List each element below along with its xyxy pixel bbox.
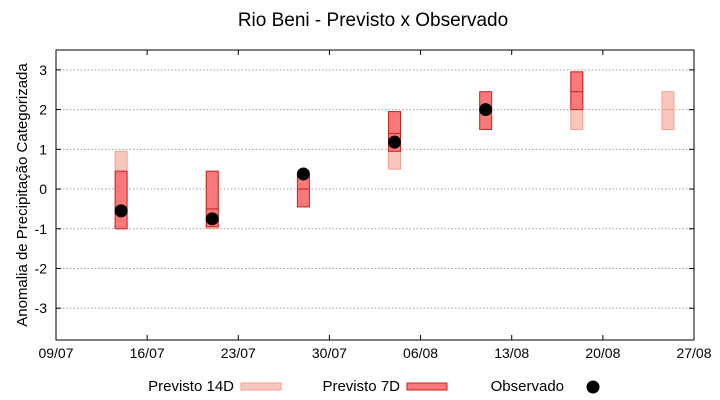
x-axis: 09/07 16/07 23/07 30/07 06/08 13/08 20/08 27/08	[38, 50, 712, 361]
y-axis-label: Anomalia de Precipitação Categorizada	[14, 63, 31, 327]
y-axis: -3 -2 -1 0 1 2 3	[35, 62, 694, 316]
x-tick-label: 23/07	[221, 345, 256, 361]
legend-swatch-previsto-14d	[240, 382, 282, 391]
x-tick-label: 09/07	[38, 345, 73, 361]
y-tick-label: 1	[39, 141, 47, 157]
x-tick-label: 30/07	[312, 345, 347, 361]
previsto-14d-bar	[661, 91, 675, 130]
plot-frame	[55, 49, 695, 341]
x-tick-label: 20/08	[585, 345, 620, 361]
y-tick-label: 3	[39, 62, 47, 78]
legend-label-previsto-14d: Previsto 14D	[148, 378, 234, 395]
x-tick-label: 06/08	[403, 345, 438, 361]
y-tick-label: -3	[35, 300, 48, 316]
y-tick-label: 2	[39, 102, 47, 118]
observado-point	[296, 167, 310, 181]
series-previsto-7d	[114, 71, 584, 230]
legend: Previsto 14D Previsto 7D Observado	[148, 378, 600, 395]
observado-point	[388, 135, 402, 149]
series-observado	[114, 103, 493, 226]
previsto-7d-bar	[205, 170, 219, 228]
x-tick-label: 16/07	[130, 345, 165, 361]
observado-point	[479, 103, 493, 117]
grid-lines	[56, 69, 694, 309]
legend-label-previsto-7d: Previsto 7D	[322, 378, 400, 395]
legend-label-observado: Observado	[491, 378, 564, 395]
y-tick-label: -2	[35, 260, 48, 276]
x-tick-label: 27/08	[676, 345, 711, 361]
x-tick-label: 13/08	[494, 345, 529, 361]
previsto-7d-bar	[570, 71, 584, 111]
chart-title: Rio Beni - Previsto x Observado	[238, 10, 508, 31]
y-tick-label: -1	[35, 221, 48, 237]
legend-marker-observado	[586, 380, 600, 394]
legend-swatch-previsto-7d	[406, 382, 448, 391]
observado-point	[114, 204, 128, 218]
previsto-7d-bar	[114, 170, 128, 230]
observado-point	[205, 212, 219, 226]
y-tick-label: 0	[39, 181, 47, 197]
